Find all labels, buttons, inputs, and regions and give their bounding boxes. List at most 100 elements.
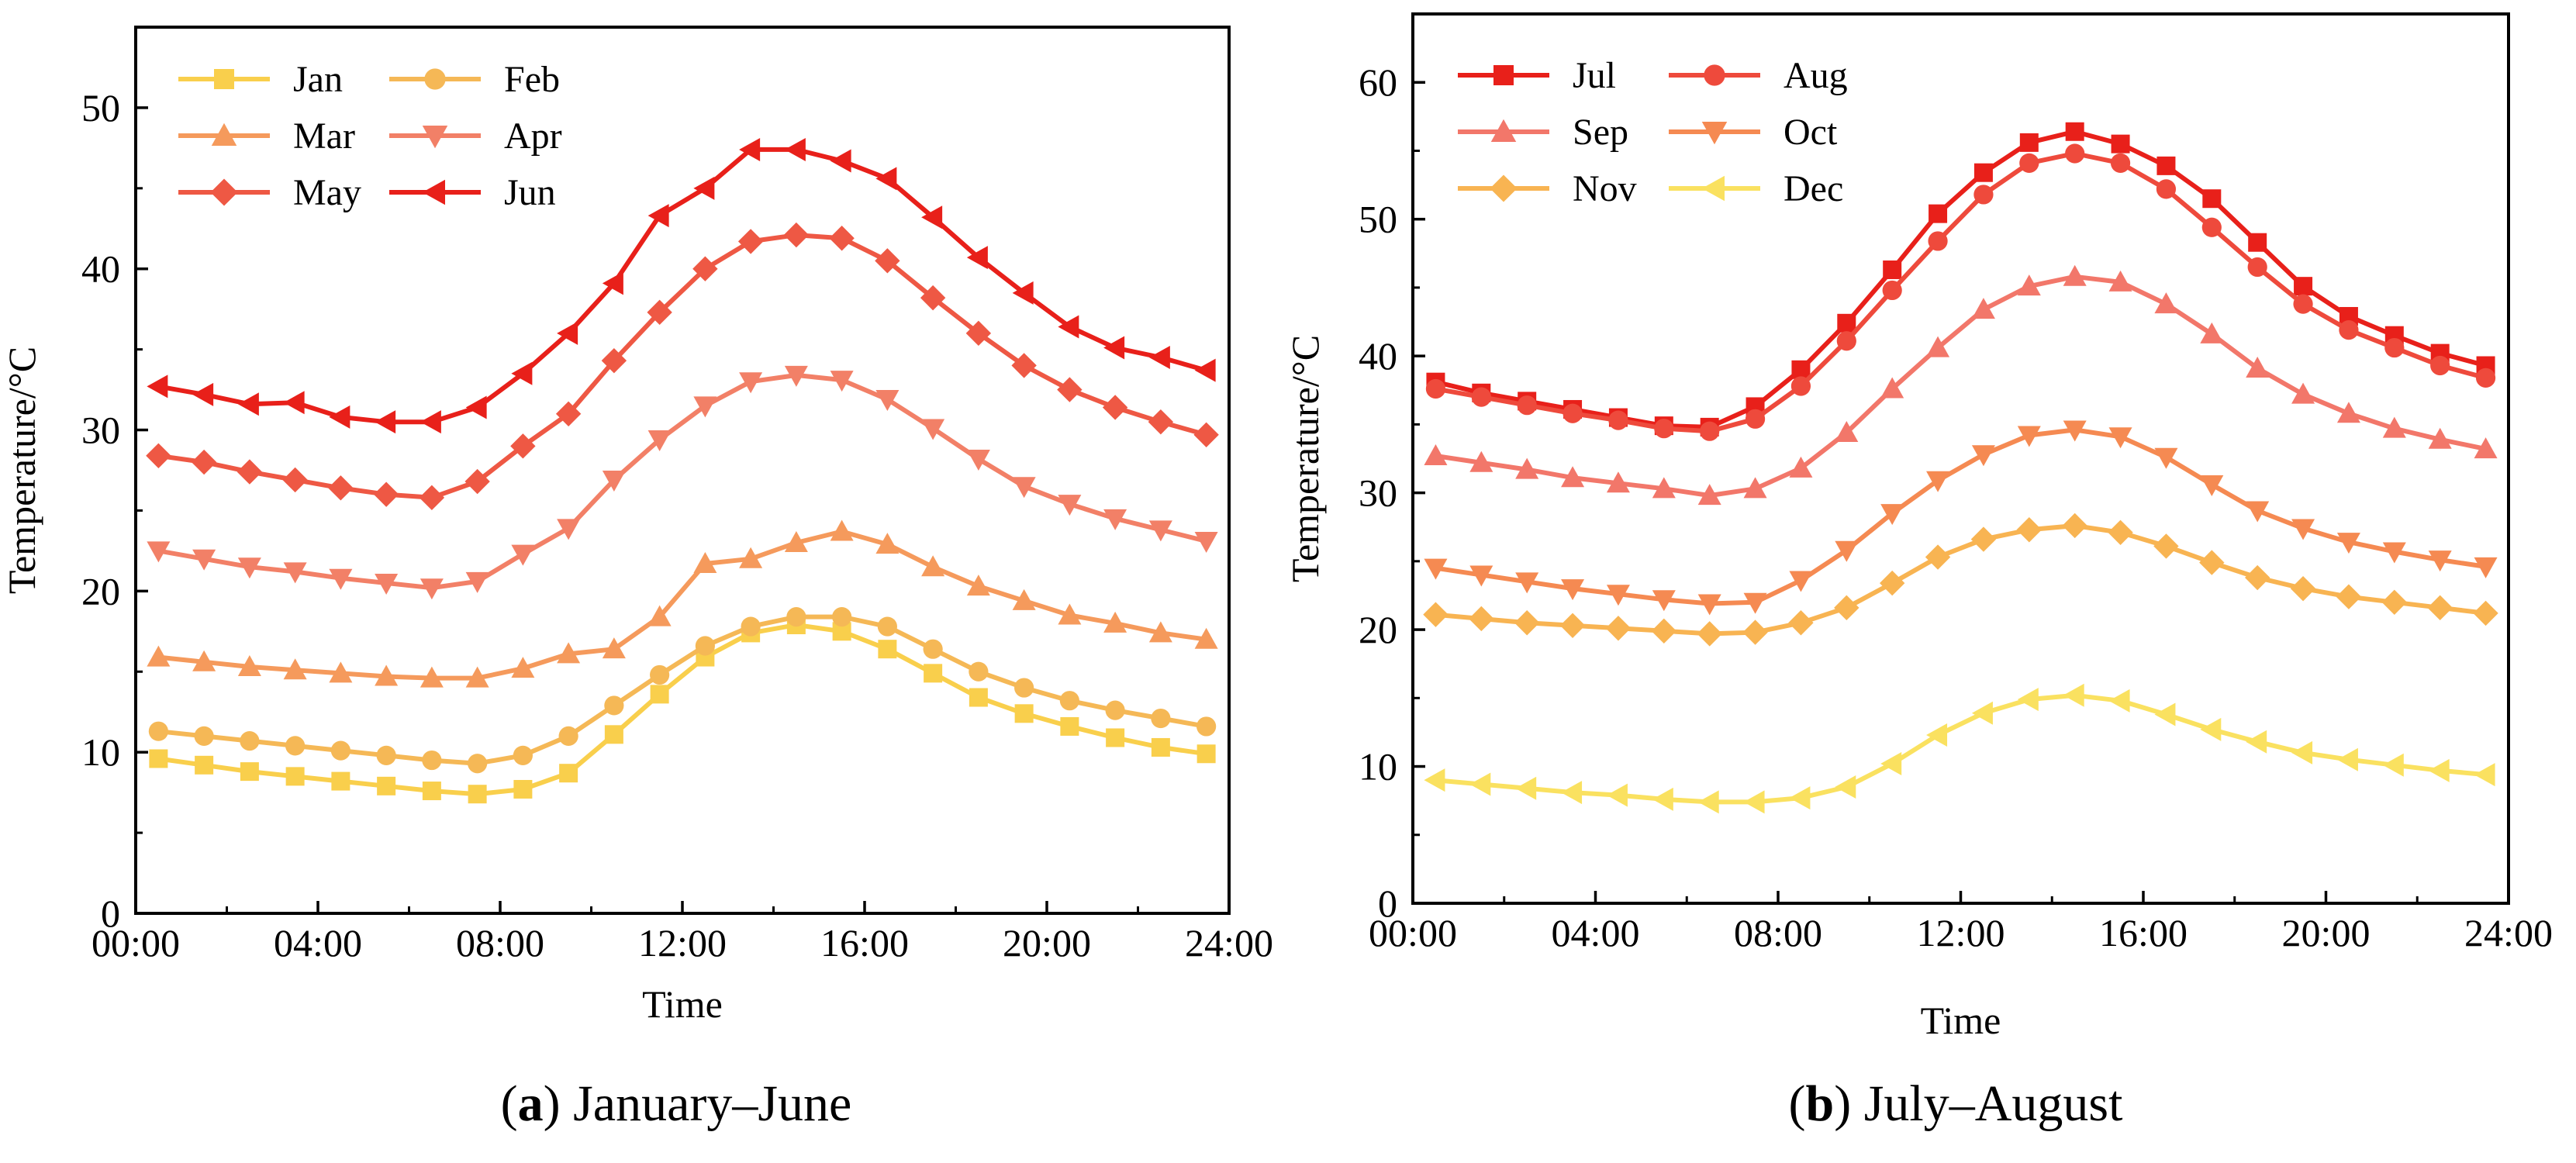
legend-marker — [424, 68, 446, 90]
data-point — [1103, 336, 1125, 360]
data-point — [1194, 531, 1218, 553]
data-point — [1790, 376, 1811, 396]
data-point — [2293, 294, 2313, 314]
series-sep — [1424, 264, 2498, 506]
data-point — [1970, 526, 1997, 552]
data-point — [875, 248, 900, 274]
x-tick-label: 20:00 — [2282, 911, 2371, 954]
data-point — [2428, 550, 2452, 572]
data-point — [693, 176, 715, 200]
data-point — [2473, 600, 2498, 626]
data-point — [2382, 542, 2406, 564]
data-point — [2017, 274, 2041, 296]
data-point — [1469, 772, 1491, 796]
y-tick-label: 0 — [101, 892, 120, 935]
data-point — [2291, 382, 2315, 404]
data-point — [2474, 557, 2498, 578]
data-point — [1012, 281, 1034, 305]
legend-marker — [1701, 122, 1728, 145]
data-point — [420, 666, 444, 688]
data-point — [2201, 217, 2222, 237]
data-point — [2154, 292, 2178, 314]
y-tick-label: 0 — [1378, 882, 1397, 925]
series-line — [158, 529, 1207, 681]
legend-label: May — [293, 172, 361, 213]
data-point — [739, 372, 763, 394]
series-line — [157, 233, 1207, 500]
y-axis-title: Temperature/°C — [0, 347, 43, 594]
data-point — [875, 390, 900, 412]
data-point — [830, 149, 851, 173]
data-point — [147, 374, 168, 399]
y-tick-label: 30 — [81, 409, 120, 452]
data-point — [1148, 409, 1174, 435]
legend-marker — [1490, 119, 1517, 142]
data-point — [784, 531, 808, 553]
data-point — [465, 571, 489, 593]
data-point — [1789, 571, 1813, 592]
data-point — [148, 721, 168, 741]
data-point — [1057, 377, 1083, 402]
data-point — [146, 443, 171, 468]
data-point — [1835, 540, 1859, 562]
data-point — [1745, 409, 1766, 429]
data-point — [923, 639, 943, 659]
data-point — [604, 695, 624, 716]
y-axis-title: Temperature/°C — [1283, 335, 1327, 582]
panel-caption: (a) January–June — [501, 1075, 852, 1132]
data-point — [510, 433, 536, 459]
data-point — [784, 137, 806, 161]
data-point — [647, 430, 672, 452]
y-tick-label: 20 — [81, 569, 120, 613]
data-point — [1424, 768, 1445, 792]
x-tick-label: 12:00 — [638, 921, 727, 965]
legend-marker — [211, 123, 237, 146]
data-point — [2475, 368, 2496, 388]
panel-caption: (b) July–August — [1789, 1075, 2123, 1132]
data-point — [1424, 558, 1448, 580]
data-point — [2246, 357, 2270, 378]
data-point — [1559, 613, 1586, 638]
legend-label: Apr — [504, 116, 562, 157]
legend-label: Aug — [1784, 55, 1848, 96]
data-point — [147, 541, 171, 563]
data-point — [283, 391, 305, 415]
legend: Jan Feb Mar Apr May Jun — [178, 59, 562, 213]
data-point — [1929, 204, 1948, 223]
data-point — [647, 204, 669, 228]
data-point — [376, 745, 396, 765]
data-point — [283, 658, 307, 680]
data-point — [149, 749, 168, 768]
data-point — [1651, 618, 1677, 644]
data-point — [2063, 683, 2084, 707]
data-point — [2200, 717, 2222, 741]
data-point — [1196, 744, 1216, 764]
legend-label: Feb — [504, 59, 560, 100]
data-point — [465, 666, 489, 688]
data-point — [1103, 509, 1127, 530]
data-point — [1561, 466, 1585, 488]
data-point — [1469, 450, 1493, 472]
data-point — [191, 449, 217, 475]
data-point — [192, 650, 216, 671]
legend-label: Nov — [1573, 168, 1637, 209]
series-line — [157, 372, 1207, 591]
data-point — [1471, 387, 1491, 407]
data-point — [283, 562, 307, 584]
data-point — [1608, 410, 1628, 430]
data-point — [1014, 678, 1034, 698]
data-point — [2428, 758, 2450, 782]
data-point — [192, 549, 216, 571]
data-point — [2108, 519, 2133, 545]
series-jun — [147, 137, 1216, 434]
data-point — [2063, 420, 2087, 442]
x-tick-label: 24:00 — [1185, 921, 1273, 965]
data-point — [1514, 610, 1540, 636]
data-point — [1928, 231, 1948, 251]
data-point — [1058, 495, 1082, 516]
data-point — [1926, 336, 1950, 357]
data-point — [969, 688, 988, 707]
data-point — [602, 470, 626, 492]
data-point — [1880, 377, 1904, 399]
data-point — [2336, 533, 2360, 554]
